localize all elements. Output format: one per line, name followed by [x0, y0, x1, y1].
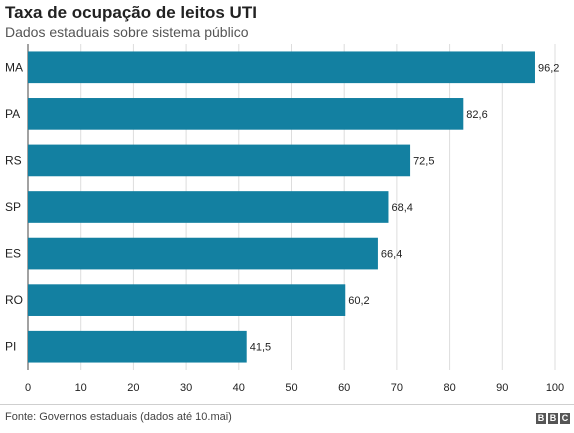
- logo-letter-c: C: [560, 413, 570, 424]
- value-label: 68,4: [391, 202, 412, 214]
- value-label: 96,2: [538, 62, 559, 74]
- bars: [28, 51, 535, 363]
- chart-title: Taxa de ocupação de leitos UTI: [5, 3, 257, 22]
- labels: 0 10 20 30 40 50 60 70 80 90 100 MA 96,2 PA 82,6 RS 72,5…: [5, 60, 564, 394]
- x-tick-label: 60: [338, 382, 350, 394]
- bar-sp: [28, 191, 389, 223]
- bar-ro: [28, 284, 346, 316]
- x-tick-label: 10: [75, 382, 87, 394]
- value-label: 60,2: [348, 295, 369, 307]
- category-label: PA: [5, 107, 20, 121]
- bar-pa: [28, 98, 464, 130]
- bar-es: [28, 237, 378, 270]
- value-label: 66,4: [381, 249, 402, 261]
- category-label: RS: [5, 153, 22, 167]
- chart-subtitle: Dados estaduais sobre sistema público: [5, 24, 249, 40]
- x-tick-label: 30: [180, 382, 192, 394]
- value-label: 41,5: [250, 342, 271, 354]
- category-label: SP: [5, 200, 21, 214]
- bar-pi: [28, 330, 247, 363]
- x-tick-label: 70: [391, 382, 403, 394]
- category-label: RO: [5, 293, 23, 307]
- source-note: Fonte: Governos estaduais (dados até 10.…: [5, 411, 232, 423]
- x-tick-label: 20: [127, 382, 139, 394]
- logo-letter-b1: B: [536, 413, 546, 424]
- bar-rs: [28, 144, 411, 177]
- value-label: 82,6: [466, 109, 487, 121]
- category-label: MA: [5, 60, 23, 74]
- bbc-logo: B B C: [536, 413, 570, 424]
- x-tick-label: 40: [233, 382, 245, 394]
- x-tick-label: 100: [546, 382, 564, 394]
- logo-letter-b2: B: [548, 413, 558, 424]
- bar-ma: [28, 51, 535, 84]
- x-tick-label: 50: [285, 382, 297, 394]
- value-label: 72,5: [413, 155, 434, 167]
- x-tick-label: 0: [25, 382, 31, 394]
- footer-divider: [0, 404, 574, 405]
- category-label: ES: [5, 247, 21, 261]
- x-tick-label: 90: [496, 382, 508, 394]
- bar-chart: 0 10 20 30 40 50 60 70 80 90 100 MA 96,2 PA 82,6 RS 72,5…: [5, 44, 564, 394]
- x-tick-label: 80: [443, 382, 455, 394]
- category-label: PI: [5, 340, 16, 354]
